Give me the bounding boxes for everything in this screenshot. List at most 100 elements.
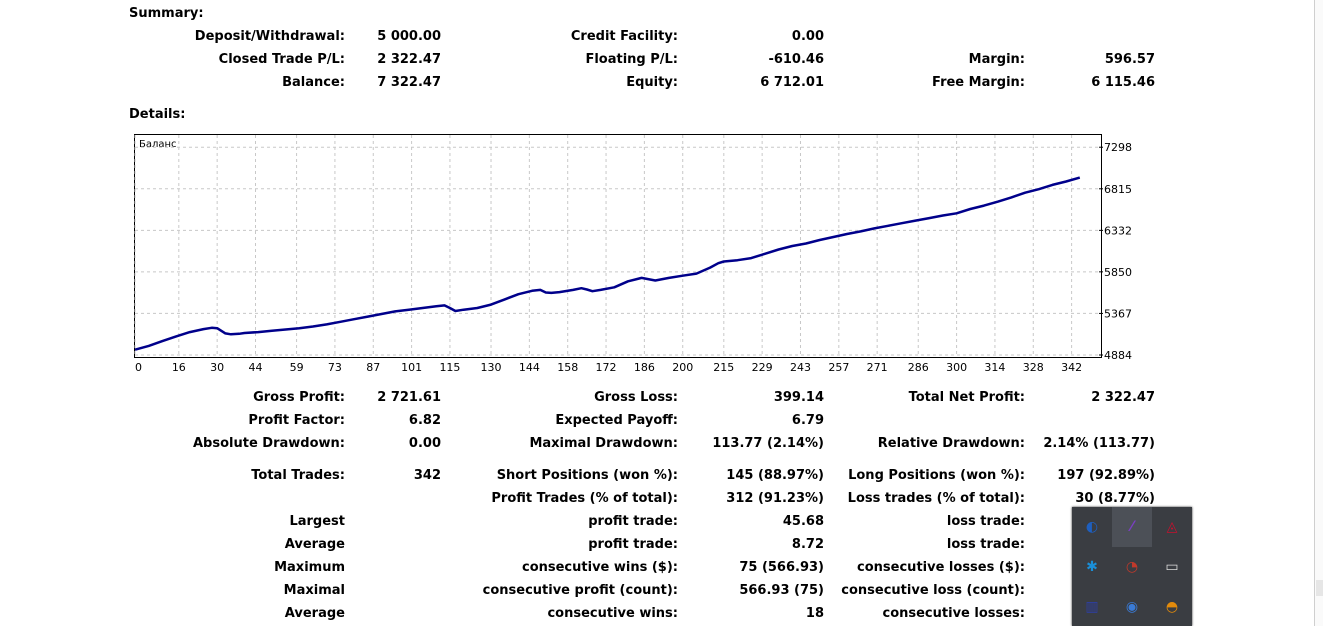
summary-value: 6 115.46: [1091, 75, 1155, 90]
details-label: Relative Drawdown:: [877, 436, 1025, 451]
system-tray-overflow: ◐ ⁄ ◬ ✱ ◔ ▭ ▥ ◉ ◓: [1072, 507, 1192, 626]
battery-icon[interactable]: ▭: [1165, 559, 1179, 575]
details-value: 6.82: [408, 413, 441, 428]
x-tick-label: 243: [790, 361, 811, 374]
summary-label: Closed Trade P/L:: [218, 52, 345, 67]
summary-value: 5 000.00: [377, 29, 441, 44]
details-label: Maximal Drawdown:: [529, 436, 678, 451]
details-label: Gross Loss:: [594, 390, 678, 405]
details-label: consecutive losses ($):: [857, 560, 1025, 575]
x-tick-label: 158: [557, 361, 578, 374]
details-label: consecutive loss (count):: [841, 583, 1025, 598]
x-tick-label: 87: [366, 361, 380, 374]
bluetooth-icon[interactable]: ✱: [1086, 559, 1098, 575]
tray-hover-highlight: [1112, 507, 1152, 547]
balance-chart-svg: 0 16 30 44 59 73 87 101 115 130 144 158 172 186 200 215…: [134, 135, 1132, 374]
details-value: 6.79: [791, 413, 824, 428]
y-tick-label: 7298: [1104, 141, 1132, 154]
details-label: Total Trades:: [251, 468, 345, 483]
x-tick-label: 286: [908, 361, 929, 374]
y-tick-label: 4884: [1104, 349, 1132, 362]
x-tick-label: 172: [596, 361, 617, 374]
summary-label: Free Margin:: [932, 75, 1025, 90]
speedometer-icon[interactable]: ◓: [1165, 599, 1179, 615]
summary-label: Deposit/Withdrawal:: [194, 29, 345, 44]
chart-series-label: Баланс: [139, 139, 177, 150]
details-title: Details:: [129, 107, 186, 122]
feather-pen-icon[interactable]: ⁄: [1130, 519, 1134, 535]
y-tick-label: 5367: [1104, 307, 1132, 320]
details-value: 30 (8.77%): [1075, 491, 1155, 506]
details-label: consecutive wins:: [547, 606, 678, 621]
x-tick-label: 16: [172, 361, 186, 374]
avira-umbrella-icon[interactable]: ◬: [1166, 519, 1178, 535]
blue-circle-app-icon[interactable]: ◐: [1085, 519, 1099, 535]
details-value: 312 (91.23%): [726, 491, 824, 506]
summary-value: -610.46: [768, 52, 824, 67]
ccleaner-icon[interactable]: ◔: [1125, 559, 1139, 575]
details-label: consecutive losses:: [882, 606, 1025, 621]
details-label: Loss trades (% of total):: [847, 491, 1025, 506]
details-value: 2 322.47: [1091, 390, 1155, 405]
details-label: Maximum: [274, 560, 345, 575]
details-value: 197 (92.89%): [1057, 468, 1155, 483]
details-value: 145 (88.97%): [726, 468, 824, 483]
details-label: Total Net Profit:: [908, 390, 1025, 405]
summary-value: 6 712.01: [760, 75, 824, 90]
details-value: 2 721.61: [377, 390, 441, 405]
details-label: Long Positions (won %):: [848, 468, 1025, 483]
summary-label: Credit Facility:: [570, 29, 678, 44]
x-tick-label: 59: [290, 361, 304, 374]
details-label: profit trade:: [588, 537, 678, 552]
scrollbar-thumb[interactable]: [1316, 580, 1323, 596]
details-value: 8.72: [791, 537, 824, 552]
x-tick-label: 0: [135, 361, 142, 374]
x-tick-label: 186: [634, 361, 655, 374]
details-label: Absolute Drawdown:: [193, 436, 345, 451]
details-value: 2.14% (113.77): [1043, 436, 1155, 451]
x-tick-label: 130: [481, 361, 502, 374]
details-value: 18: [805, 606, 824, 621]
summary-label: Equity:: [626, 75, 678, 90]
details-label: profit trade:: [588, 514, 678, 529]
details-label: loss trade:: [946, 514, 1025, 529]
details-label: Gross Profit:: [253, 390, 345, 405]
summary-title: Summary:: [129, 6, 204, 21]
y-tick-label: 6815: [1104, 183, 1132, 196]
summary-value: 0.00: [791, 29, 824, 44]
x-tick-label: 144: [519, 361, 540, 374]
x-tick-label: 271: [867, 361, 888, 374]
details-label: Average: [284, 537, 345, 552]
y-tick-label: 5850: [1104, 266, 1132, 279]
summary-label: Floating P/L:: [585, 52, 678, 67]
monitor-warning-icon[interactable]: ◉: [1125, 599, 1139, 615]
details-value: 45.68: [782, 514, 824, 529]
video-app-icon[interactable]: ▥: [1085, 599, 1099, 615]
details-value: 113.77 (2.14%): [712, 436, 824, 451]
balance-chart: Баланс: [134, 134, 1102, 358]
details-label: Average: [284, 606, 345, 621]
window-right-edge: [1314, 0, 1323, 626]
details-label: Expected Payoff:: [555, 413, 678, 428]
details-label: Profit Trades (% of total):: [491, 491, 678, 506]
x-tick-label: 115: [439, 361, 460, 374]
x-tick-label: 342: [1061, 361, 1082, 374]
x-tick-label: 73: [328, 361, 342, 374]
details-label: consecutive wins ($):: [521, 560, 678, 575]
x-tick-label: 229: [752, 361, 773, 374]
x-tick-label: 44: [249, 361, 263, 374]
details-label: Profit Factor:: [248, 413, 345, 428]
x-tick-label: 101: [401, 361, 422, 374]
x-tick-label: 200: [672, 361, 693, 374]
summary-value: 2 322.47: [377, 52, 441, 67]
x-tick-label: 328: [1023, 361, 1044, 374]
x-tick-label: 30: [210, 361, 224, 374]
details-label: Short Positions (won %):: [496, 468, 678, 483]
summary-value: 596.57: [1104, 52, 1155, 67]
details-label: consecutive profit (count):: [482, 583, 678, 598]
summary-value: 7 322.47: [377, 75, 441, 90]
details-value: 75 (566.93): [739, 560, 824, 575]
x-tick-label: 300: [946, 361, 967, 374]
balance-series-line: [134, 176, 1081, 351]
details-value: 566.93 (75): [739, 583, 824, 598]
